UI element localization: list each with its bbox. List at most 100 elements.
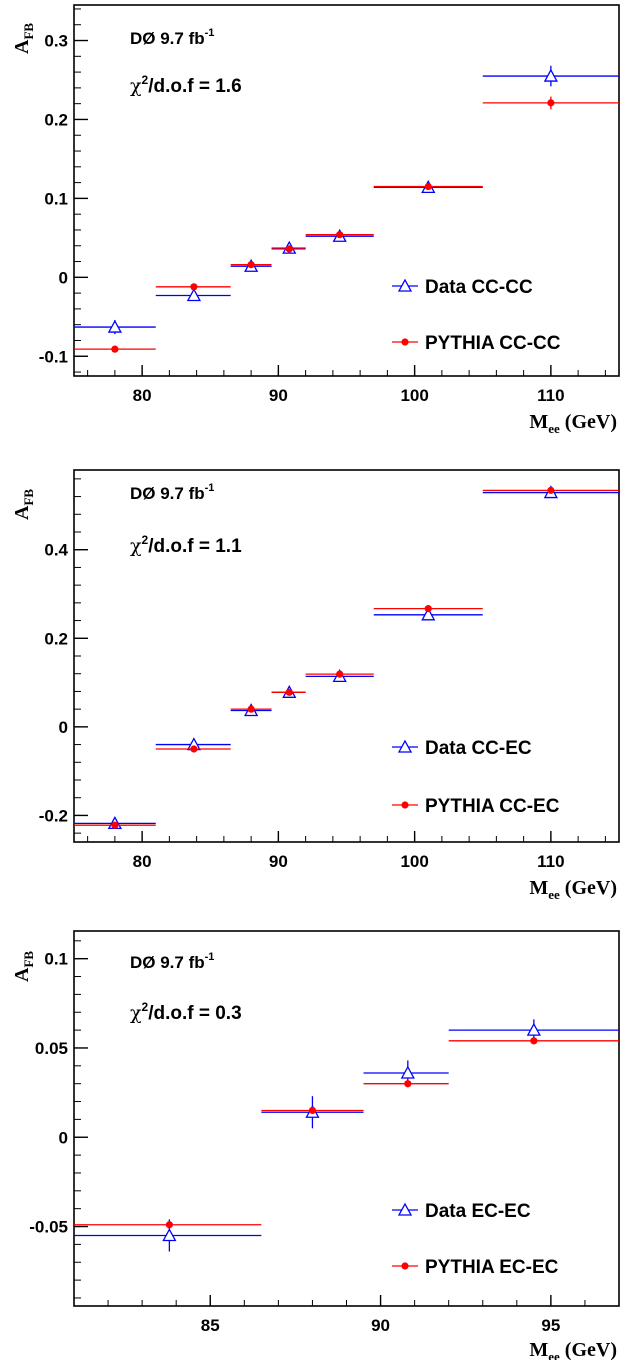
data-point-circle <box>285 688 293 696</box>
chart-panel-2: 80 90 100 110 -0.2 0 0.2 0.4 AFB Mee (GeV) DØ 9.7 … <box>11 469 620 902</box>
chi2-value: /d.o.f = 1.1 <box>148 536 242 557</box>
x-axis-label-main: M <box>529 1339 548 1360</box>
data-point-circle <box>404 1080 412 1088</box>
data-point-circle <box>530 1037 538 1045</box>
y-axis-label-main: A <box>11 39 33 54</box>
y-tick-label: 0 <box>59 718 68 737</box>
luminosity-superscript: -1 <box>205 482 215 494</box>
y-tick-label: 0.2 <box>44 629 68 648</box>
x-axis-label-sub: ee <box>548 421 560 436</box>
data-point-circle <box>111 345 119 353</box>
data-point-circle <box>424 605 432 613</box>
plot-frame <box>73 469 620 843</box>
x-tick-label: 90 <box>371 1316 390 1335</box>
y-tick-label: 0.05 <box>35 1039 68 1058</box>
data-point-circle <box>165 1221 173 1229</box>
x-axis-label: Mee (GeV) <box>529 1339 617 1360</box>
plot-frame <box>73 4 620 377</box>
legend-entry: Data CC-CC <box>392 277 533 298</box>
x-tick-label: 100 <box>400 386 428 405</box>
legend-label: PYTHIA CC-EC <box>425 796 560 817</box>
data-point-circle <box>247 705 255 713</box>
legend-entry: PYTHIA EC-EC <box>392 1257 559 1278</box>
y-axis-label-sub: FB <box>21 23 36 40</box>
data-point-circle <box>247 261 255 269</box>
y-tick-label: -0.2 <box>39 806 68 825</box>
legend-marker-triangle <box>397 739 413 753</box>
legend-label: PYTHIA EC-EC <box>425 1257 559 1278</box>
legend-marker-circle <box>401 801 409 809</box>
data-point-circle <box>424 182 432 191</box>
x-tick-label: 110 <box>537 852 564 871</box>
x-axis-label-unit: (GeV) <box>560 411 617 433</box>
series-filled-circle <box>74 486 619 829</box>
y-tick-label: 0.3 <box>44 32 68 51</box>
data-point-circle <box>190 283 198 291</box>
series-open-triangle <box>74 65 619 335</box>
chart-panel-3: 85 90 95 -0.05 0 0.05 0.1 AFB Mee (GeV) DØ 9.7 fb… <box>11 930 620 1360</box>
y-axis-label: AFB <box>11 489 36 520</box>
y-axis-label-sub: FB <box>21 951 36 968</box>
y-tick-label: 0.1 <box>44 189 68 208</box>
x-tick-label: 100 <box>400 852 428 871</box>
luminosity-superscript: -1 <box>205 27 215 39</box>
legend-marker-circle <box>401 1262 409 1270</box>
chi2-value: /d.o.f = 0.3 <box>148 1003 241 1024</box>
x-tick-label: 95 <box>541 1316 560 1335</box>
series-filled-circle <box>74 1037 619 1229</box>
y-tick-label: -0.05 <box>29 1218 68 1237</box>
legend-label: Data CC-EC <box>425 738 532 759</box>
y-tick-label: 0.1 <box>44 950 68 969</box>
legend-entry: PYTHIA CC-CC <box>392 333 561 354</box>
legend-entry: Data CC-EC <box>392 738 532 759</box>
legend-label: Data EC-EC <box>425 1201 531 1222</box>
chi2-annotation: χ2/d.o.f = 0.3 <box>130 1000 242 1024</box>
data-point-circle <box>547 99 555 107</box>
data-point-triangle <box>421 607 436 621</box>
y-axis-label: AFB <box>11 951 36 982</box>
data-point-circle <box>308 1106 317 1115</box>
experiment-text: DØ 9.7 fb <box>130 953 205 972</box>
data-point-circle <box>336 231 344 239</box>
x-axis-label-unit: (GeV) <box>560 877 617 899</box>
legend-entry: Data EC-EC <box>392 1201 531 1222</box>
experiment-text: DØ 9.7 fb <box>130 484 205 503</box>
data-point-triangle <box>162 1228 177 1242</box>
chi2-value: /d.o.f = 1.6 <box>148 76 241 97</box>
chi-symbol: χ <box>130 535 142 557</box>
experiment-text: DØ 9.7 fb <box>130 29 205 48</box>
y-tick-label: 0.4 <box>44 541 68 560</box>
legend-entry: PYTHIA CC-EC <box>392 796 560 817</box>
x-tick-label: 80 <box>133 386 152 405</box>
luminosity-superscript: -1 <box>205 951 215 963</box>
x-axis-label-unit: (GeV) <box>560 1339 617 1360</box>
x-axis-label: Mee (GeV) <box>529 411 617 436</box>
plot-frame <box>73 930 620 1307</box>
legend-marker-triangle <box>397 1202 413 1216</box>
x-tick-label: 90 <box>269 386 288 405</box>
data-point-triangle <box>543 68 558 82</box>
data-point-triangle <box>526 1022 541 1036</box>
x-axis-label: Mee (GeV) <box>529 877 617 902</box>
chi-squared-exponent: 2 <box>142 1000 149 1014</box>
data-point-circle <box>336 670 344 678</box>
y-axis-label-sub: FB <box>21 489 36 506</box>
y-tick-label: 0.2 <box>44 110 68 129</box>
chi-squared-exponent: 2 <box>142 533 149 547</box>
chi-squared-exponent: 2 <box>142 73 149 87</box>
data-point-triangle <box>186 288 201 302</box>
experiment-label: DØ 9.7 fb-1 <box>130 482 214 503</box>
chi2-annotation: χ2/d.o.f = 1.6 <box>130 73 242 97</box>
x-axis-label-sub: ee <box>548 1349 560 1360</box>
experiment-label: DØ 9.7 fb-1 <box>130 951 214 972</box>
legend-label: Data CC-CC <box>425 277 533 298</box>
data-point-triangle <box>107 319 122 333</box>
series-open-triangle <box>74 1019 619 1252</box>
data-point-circle <box>285 245 293 253</box>
y-tick-label: -0.1 <box>39 347 68 366</box>
y-axis-label-main: A <box>11 505 33 520</box>
series-filled-circle <box>74 96 619 353</box>
data-point-circle <box>190 745 198 753</box>
y-tick-label: 0 <box>59 1128 68 1147</box>
